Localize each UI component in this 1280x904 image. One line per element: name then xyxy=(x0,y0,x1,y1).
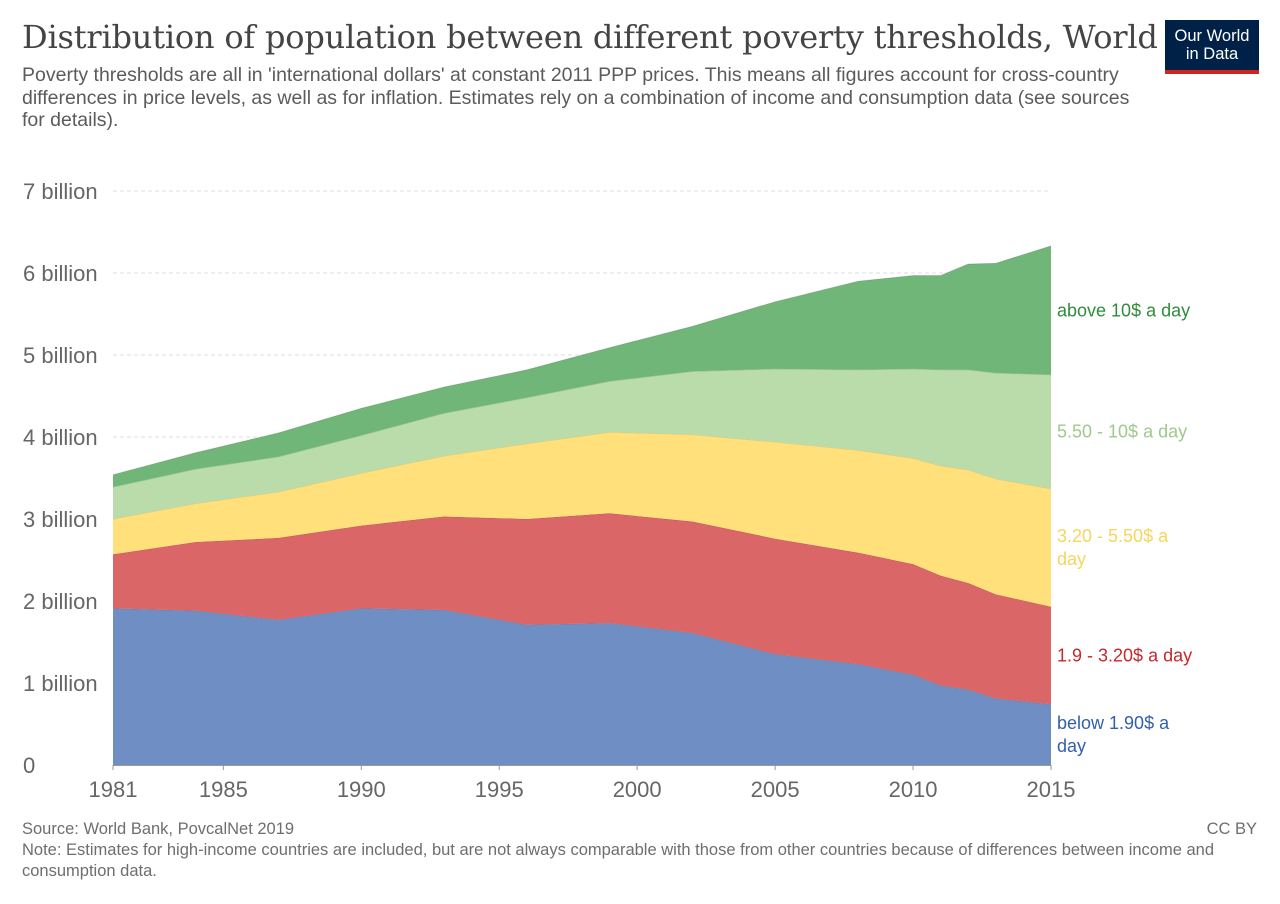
x-tick-label: 1990 xyxy=(337,777,386,802)
license-link[interactable]: CC BY xyxy=(1206,820,1257,838)
y-tick-label: 7 billion xyxy=(23,179,98,204)
series-label: 5.50 - 10$ a day xyxy=(1057,422,1187,442)
y-tick-label: 3 billion xyxy=(23,507,98,532)
owid-logo[interactable]: Our World in Data xyxy=(1165,20,1259,74)
x-tick-label: 2015 xyxy=(1027,777,1076,802)
y-tick-label: 1 billion xyxy=(23,671,98,696)
y-tick-label: 4 billion xyxy=(23,425,98,450)
area-below-1-90-a-day[interactable] xyxy=(113,608,1051,765)
area-above-10-a-day[interactable] xyxy=(113,245,1051,487)
chart-subtitle: Poverty thresholds are all in 'internati… xyxy=(22,64,1130,131)
area-1-9-3-20-a-day[interactable] xyxy=(113,513,1051,705)
source-text: Source: World Bank, PovcalNet 2019 xyxy=(22,820,295,838)
y-tick-label: 0 xyxy=(23,753,35,778)
y-tick-label: 5 billion xyxy=(23,343,98,368)
series-labels: below 1.90$ a day 1.9 - 3.20$ a day 3.20 - … xyxy=(1057,300,1192,756)
chart-title: Distribution of population between diffe… xyxy=(22,18,1158,56)
note-text: Note: Estimates for high-income countrie… xyxy=(22,841,1215,880)
x-tick-label: 2010 xyxy=(889,777,938,802)
area-5-50-10-a-day[interactable] xyxy=(113,368,1051,519)
series-label: below 1.90$ a day xyxy=(1057,713,1170,756)
series-label: above 10$ a day xyxy=(1057,300,1190,320)
x-tick-label: 1985 xyxy=(199,777,248,802)
y-tick-label: 2 billion xyxy=(23,589,98,614)
footer: Source: World Bank, PovcalNet 2019 Note:… xyxy=(22,819,1232,882)
area-series xyxy=(112,245,1052,765)
y-axis: 0 1 billion 2 billion 3 billion 4 billion 5 b… xyxy=(23,179,98,778)
x-tick-label: 2000 xyxy=(613,777,662,802)
logo-line-2: in Data xyxy=(1185,45,1239,63)
area-boundary-line xyxy=(112,245,1052,476)
x-tick-label: 1995 xyxy=(475,777,524,802)
y-tick-label: 6 billion xyxy=(23,261,98,286)
x-tick-label: 1981 xyxy=(89,777,138,802)
series-label: 3.20 - 5.50$ a day xyxy=(1057,526,1169,569)
x-tick-label: 2005 xyxy=(751,777,800,802)
logo-line-1: Our World xyxy=(1174,27,1250,45)
area-3-20-5-50-a-day[interactable] xyxy=(113,432,1051,607)
series-label: 1.9 - 3.20$ a day xyxy=(1057,646,1192,666)
x-axis: 1981 1985 1990 1995 2000 2005 2010 2015 xyxy=(89,765,1076,802)
